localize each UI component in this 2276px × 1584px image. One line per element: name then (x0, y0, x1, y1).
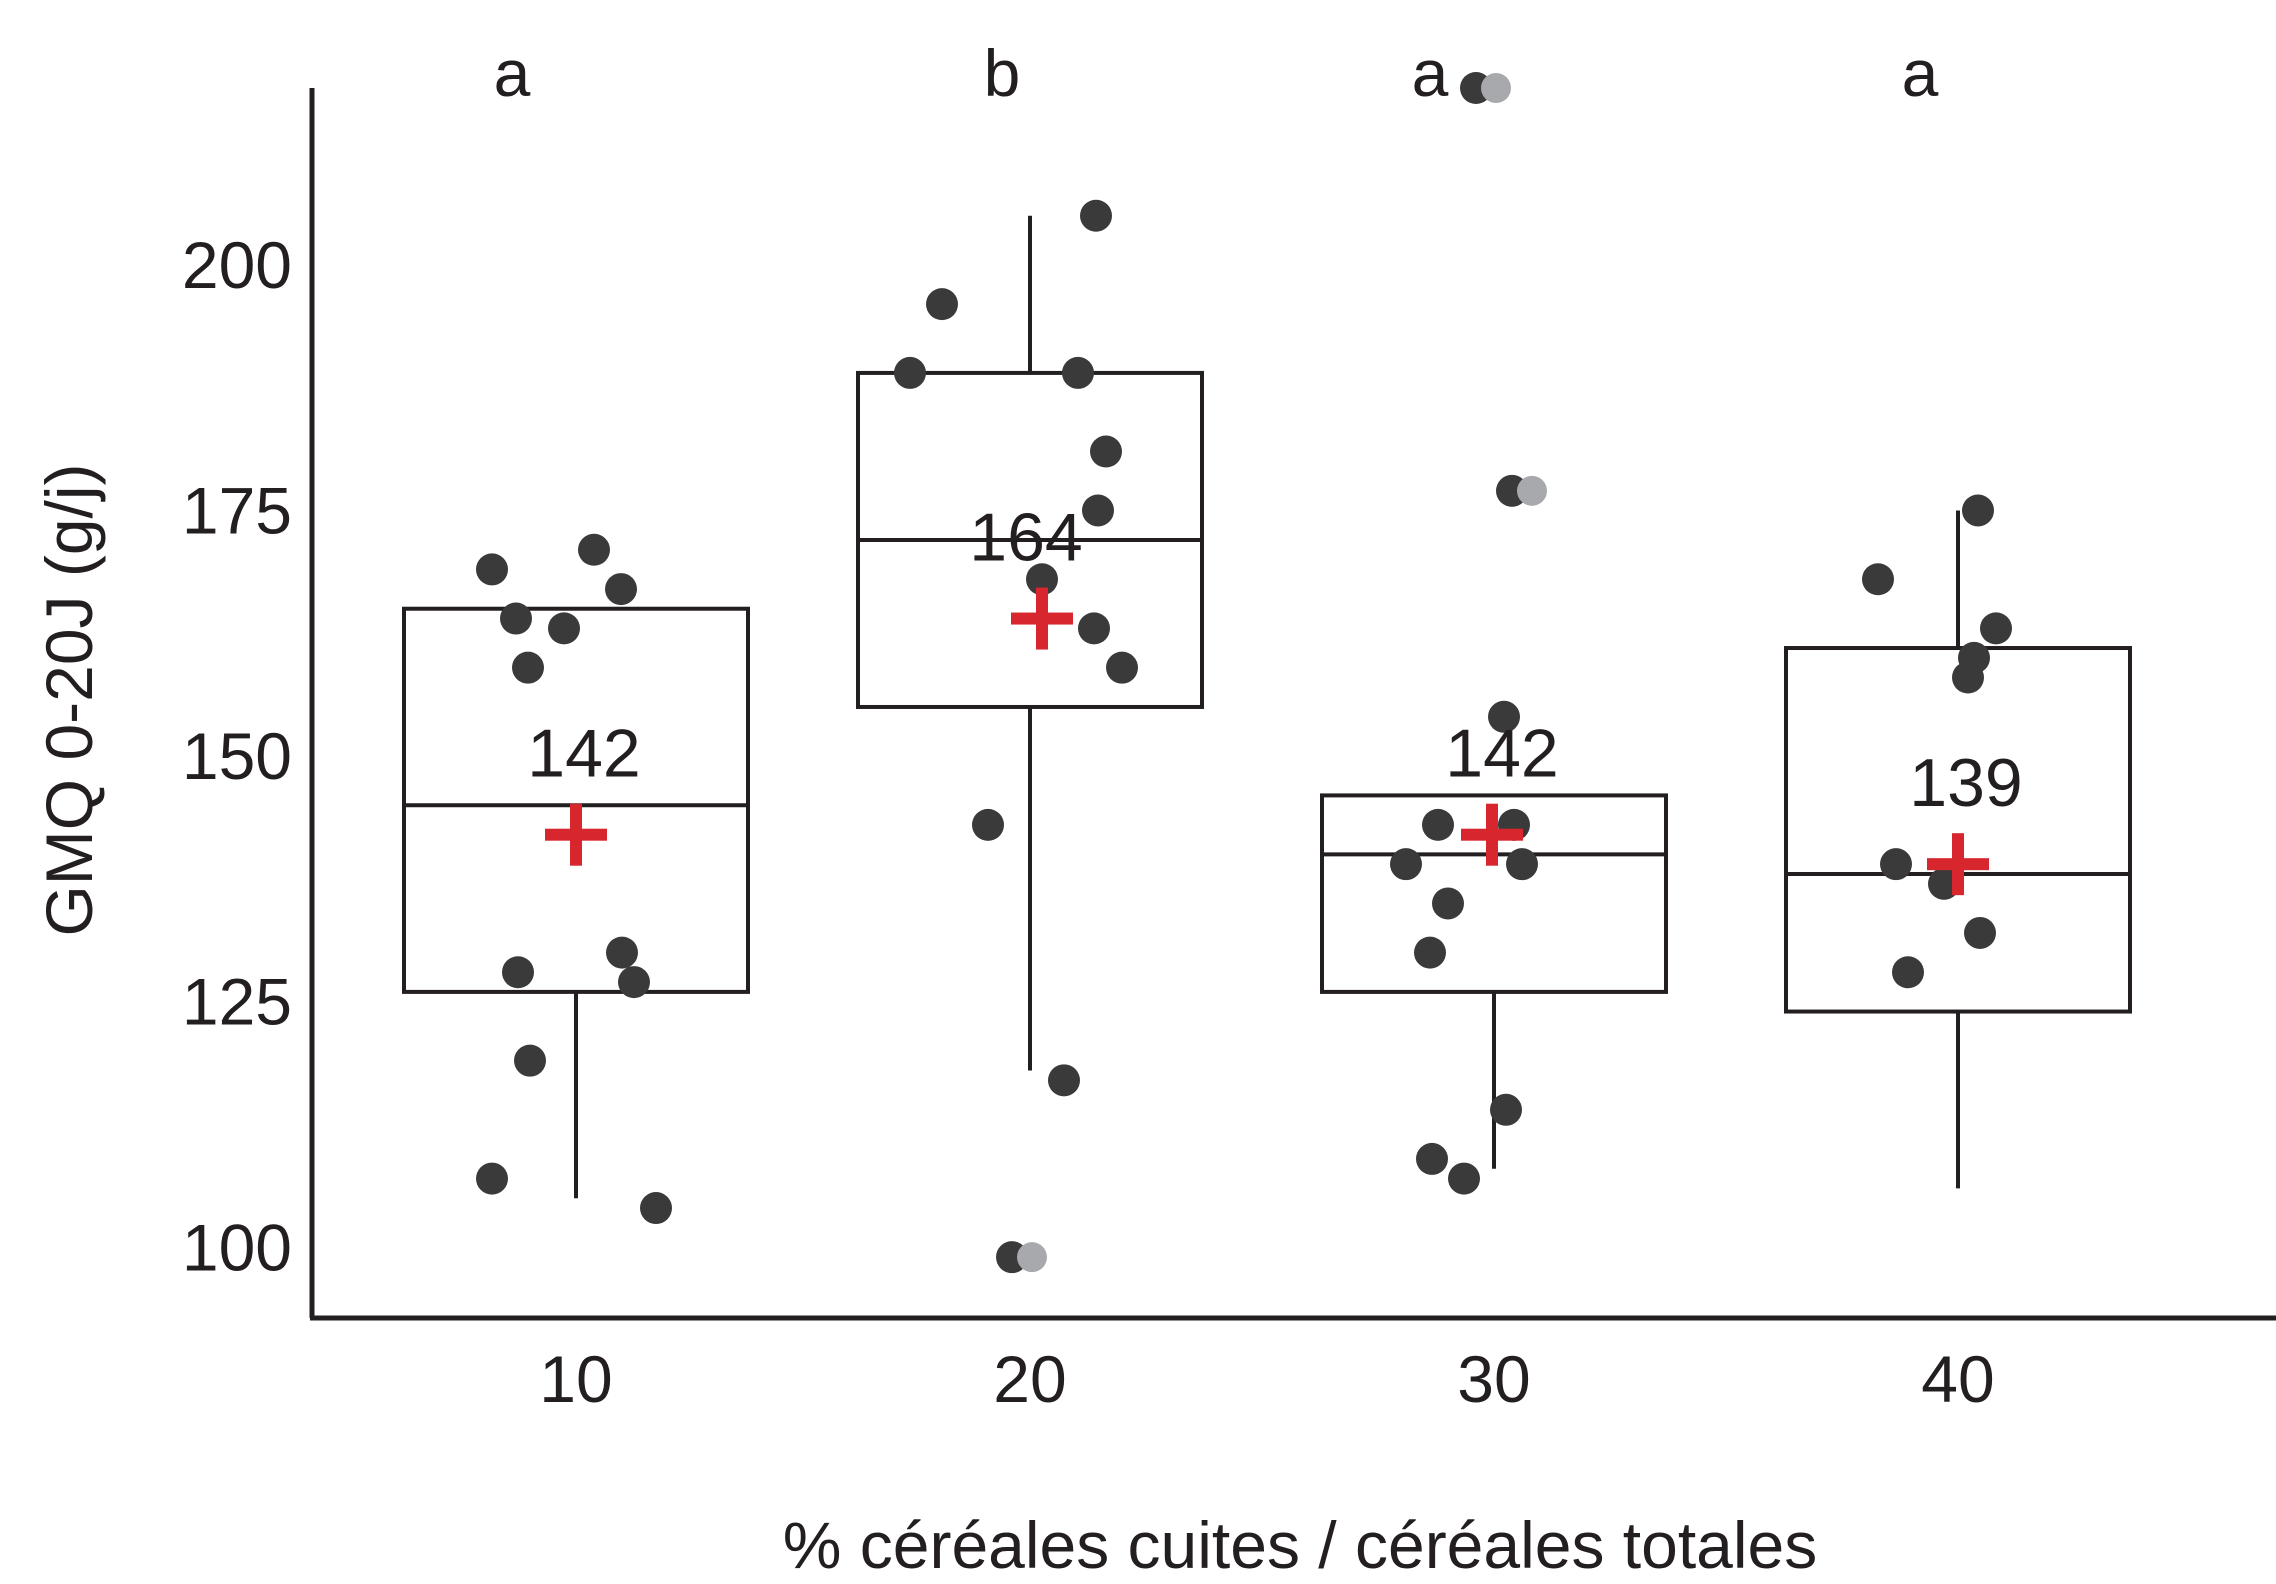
data-point (500, 602, 532, 635)
data-point (548, 612, 580, 645)
data-point (476, 1162, 508, 1195)
significance-letter: a (1902, 36, 1939, 110)
data-point (894, 356, 926, 389)
data-point (1980, 612, 2012, 645)
data-point (1416, 1142, 1448, 1175)
outlier-point (1017, 1242, 1047, 1273)
significance-letter: a (494, 36, 531, 110)
data-point (1880, 848, 1912, 881)
iqr-box (402, 606, 750, 994)
data-point (1448, 1162, 1480, 1195)
mean-value-label: 164 (969, 500, 1082, 576)
iqr-box (1320, 793, 1668, 994)
x-tick-labels: 10 20 30 40 (539, 1342, 1994, 1416)
data-point (1062, 356, 1094, 389)
data-point (1964, 916, 1996, 949)
significance-letter: a (1412, 36, 1449, 110)
mean-marker-v (570, 803, 582, 866)
y-tick-label: 100 (182, 1210, 292, 1284)
data-point (1962, 494, 1994, 527)
y-tick-labels: 100 125 150 175 200 (182, 228, 292, 1284)
data-point (1506, 848, 1538, 881)
data-point (605, 573, 637, 606)
data-points (476, 72, 2012, 1274)
iqr-box (1784, 646, 2132, 1014)
data-point (578, 533, 610, 566)
data-point (1048, 1064, 1080, 1097)
outlier-point (1517, 475, 1547, 506)
data-point (1080, 199, 1112, 232)
mean-value-label: 139 (1909, 745, 2022, 821)
x-tick-label: 30 (1457, 1342, 1530, 1416)
data-point (1106, 651, 1138, 684)
data-point (926, 288, 958, 321)
data-point (1078, 612, 1110, 645)
data-point (514, 1044, 546, 1077)
data-point (1414, 936, 1446, 969)
mean-marker-v (1952, 833, 1964, 896)
x-tick-label: 10 (539, 1342, 612, 1416)
data-point (1422, 808, 1454, 841)
boxes (402, 215, 2132, 1199)
data-point (1892, 956, 1924, 989)
data-point (1026, 563, 1058, 596)
data-point (1952, 661, 1984, 694)
y-tick-label: 200 (182, 228, 292, 302)
significance-letter: b (984, 36, 1021, 110)
mean-marker-v (1036, 587, 1048, 650)
y-tick-label: 125 (182, 965, 292, 1039)
mean-value-label: 142 (1445, 716, 1558, 792)
mean-marker-v (1486, 803, 1498, 866)
data-point (476, 553, 508, 586)
data-point (606, 936, 638, 969)
x-tick-label: 40 (1921, 1342, 1994, 1416)
data-point (618, 966, 650, 999)
data-point (1432, 887, 1464, 920)
x-tick-label: 20 (993, 1342, 1066, 1416)
group-labels: 142 a 164 b 142 a 139 a (494, 36, 2023, 821)
data-point (1488, 700, 1520, 733)
axes (309, 88, 2276, 1321)
data-point (1490, 1093, 1522, 1126)
data-point (502, 956, 534, 989)
mean-markers (545, 587, 1989, 896)
data-point (972, 808, 1004, 841)
y-axis-title: GMQ 0-20J (g/j) (32, 463, 106, 936)
data-point (512, 651, 544, 684)
data-point (1862, 563, 1894, 596)
outlier-point (1481, 73, 1511, 103)
y-tick-label: 150 (182, 719, 292, 793)
data-point (1082, 494, 1114, 527)
data-point (1390, 848, 1422, 881)
data-point (640, 1192, 672, 1225)
x-axis-title: % céréales cuites / céréales totales (783, 1508, 1818, 1579)
y-tick-label: 175 (182, 473, 292, 547)
data-point (1090, 435, 1122, 468)
mean-value-label: 142 (527, 716, 640, 792)
